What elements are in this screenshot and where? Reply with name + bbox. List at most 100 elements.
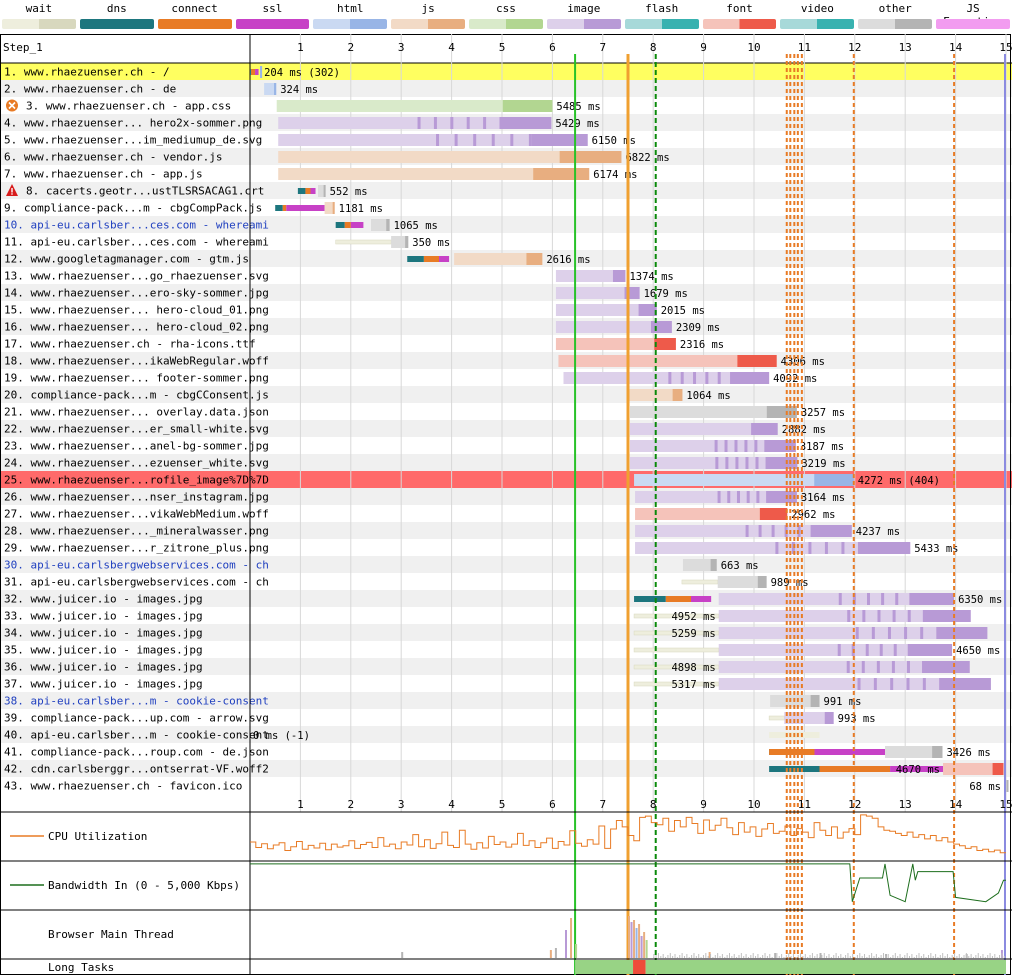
dns-segment xyxy=(335,222,345,228)
legend-item-js-execution: JS Execution xyxy=(934,0,1012,32)
ttfb-segment xyxy=(555,287,640,299)
main-thread-activity xyxy=(653,954,655,958)
request-label: 23. www.rhaezuenser...anel-bg-sommer.jpg xyxy=(4,440,269,453)
main-thread-activity xyxy=(693,953,695,958)
main-thread-activity xyxy=(906,953,908,958)
request-bar: 2962 ms xyxy=(635,508,836,521)
download-chunk xyxy=(865,644,869,656)
waterfall-chart: Step_1 1. www.rhaezuenser.ch - / 2. www.r… xyxy=(0,34,1012,975)
request-bar: 2882 ms xyxy=(630,423,826,436)
ttfb-segment xyxy=(370,219,390,231)
main-thread-activity xyxy=(847,953,849,958)
main-thread-activity xyxy=(849,956,851,958)
request-duration: 350 ms xyxy=(412,237,450,249)
request-bar: 2015 ms xyxy=(555,304,705,317)
request-bar: 6174 ms xyxy=(278,168,637,181)
tick-label-top: 2 xyxy=(347,41,354,54)
request-row xyxy=(0,743,1012,760)
request-row xyxy=(0,386,1012,403)
download-segment xyxy=(860,542,911,554)
main-thread-activity xyxy=(401,952,404,958)
main-thread-activity xyxy=(837,956,839,958)
dns-segment xyxy=(250,69,252,75)
main-thread-activity xyxy=(778,956,780,958)
download-segment xyxy=(612,270,626,282)
request-bar: 1064 ms xyxy=(628,389,731,402)
main-thread-activity xyxy=(640,936,643,958)
legend-label: video xyxy=(800,2,834,15)
request-label: 40. api-eu.carlsber...m - cookie-consent xyxy=(4,729,269,742)
download-segment xyxy=(759,508,788,520)
main-thread-activity xyxy=(688,957,690,958)
download-segment xyxy=(672,389,683,401)
tick-label-bottom: 6 xyxy=(549,798,556,811)
request-row xyxy=(0,335,1012,352)
main-thread-activity xyxy=(783,957,785,958)
download-segment xyxy=(757,576,767,588)
main-thread-activity xyxy=(674,954,676,958)
download-chunk xyxy=(906,678,910,690)
request-bar: 5259 ms xyxy=(633,627,988,640)
request-row xyxy=(0,182,1012,199)
legend: wait dns connect ssl html js css image flash font… xyxy=(0,0,1012,32)
tick-label-bottom: 5 xyxy=(499,798,506,811)
request-row xyxy=(0,760,1012,777)
request-bar: 3187 ms xyxy=(630,440,844,453)
legend-swatch xyxy=(313,19,388,29)
download-segment xyxy=(925,610,971,622)
download-chunk xyxy=(744,440,748,452)
ttfb-segment xyxy=(784,712,834,724)
download-chunk xyxy=(892,610,896,622)
download-chunk xyxy=(808,542,812,554)
download-chunk xyxy=(754,440,758,452)
cpu-utilization-line xyxy=(250,814,1006,854)
main-thread-activity xyxy=(733,954,735,958)
legend-swatch xyxy=(235,19,310,29)
download-chunk xyxy=(852,593,856,605)
download-segment xyxy=(710,559,717,571)
request-duration: 993 ms xyxy=(838,713,876,725)
download-chunk xyxy=(939,678,943,690)
tick-label-top: 13 xyxy=(899,41,912,54)
main-thread-activity xyxy=(721,954,723,958)
request-bar: 4237 ms xyxy=(635,525,900,538)
download-chunk xyxy=(810,525,814,537)
download-chunk xyxy=(936,627,940,639)
ttfb-segment xyxy=(391,236,409,248)
download-chunk xyxy=(765,457,769,469)
main-thread-activity xyxy=(795,957,797,958)
tick-label-top: 10 xyxy=(747,41,760,54)
main-thread-activity xyxy=(762,955,764,958)
legend-swatch xyxy=(546,19,621,29)
legend-swatch xyxy=(780,19,855,29)
request-duration: 324 ms xyxy=(280,84,318,96)
download-chunk xyxy=(730,372,734,384)
download-chunk xyxy=(705,372,709,384)
download-segment xyxy=(812,525,852,537)
download-segment xyxy=(1006,780,1009,792)
wait-segment xyxy=(768,715,785,721)
ttfb-segment xyxy=(278,168,590,180)
request-label: 37. www.juicer.io - images.jpg xyxy=(4,678,203,691)
request-duration: 6350 ms xyxy=(958,594,1002,606)
main-thread-activity xyxy=(736,957,738,958)
main-thread-activity xyxy=(946,954,948,958)
download-chunk xyxy=(745,457,749,469)
download-chunk xyxy=(907,610,911,622)
request-duration: 552 ms xyxy=(330,186,368,198)
request-bar: 324 ms xyxy=(264,83,318,96)
connect-segment xyxy=(819,766,891,772)
main-thread-activity xyxy=(984,957,986,958)
tick-label-bottom: 12 xyxy=(848,798,861,811)
main-thread-activity xyxy=(662,954,664,958)
main-thread-activity xyxy=(975,955,977,958)
request-row xyxy=(0,216,1012,233)
main-thread-activity xyxy=(681,953,683,958)
download-segment xyxy=(559,151,622,163)
long-task-segment xyxy=(575,960,634,974)
request-duration: 3257 ms xyxy=(801,407,845,419)
connect-segment xyxy=(769,749,815,755)
main-thread-activity xyxy=(752,953,754,958)
download-chunk xyxy=(734,440,738,452)
main-thread-activity xyxy=(660,956,662,958)
